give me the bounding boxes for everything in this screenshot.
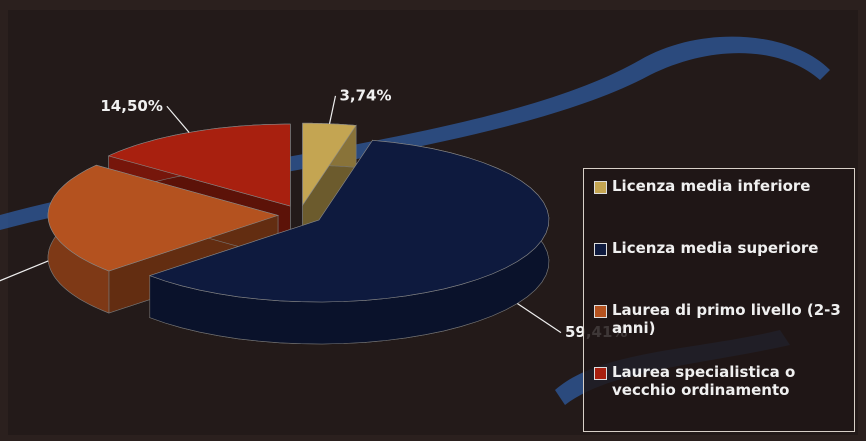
legend-label: Licenza media inferiore xyxy=(612,177,811,195)
legend-swatch xyxy=(594,367,607,380)
data-label: 14,50% xyxy=(100,97,162,115)
legend: Licenza media inferiore Licenza media sup… xyxy=(583,168,855,432)
data-label: 3,74% xyxy=(339,86,391,104)
legend-label: Laurea specialistica o vecchio ordinamen… xyxy=(612,363,796,399)
legend-label: Laurea di primo livello (2-3 anni) xyxy=(612,301,841,337)
legend-item: Licenza media superiore xyxy=(590,239,848,301)
legend-label: Licenza media superiore xyxy=(612,239,819,257)
leader-line xyxy=(0,260,49,282)
slice-top xyxy=(148,139,550,303)
leader-line xyxy=(166,105,190,133)
legend-item: Laurea di primo livello (2-3 anni) xyxy=(590,301,848,363)
legend-swatch xyxy=(594,181,607,194)
legend-item: Licenza media inferiore xyxy=(590,177,848,239)
leader-line xyxy=(328,95,337,124)
legend-swatch xyxy=(594,243,607,256)
legend-swatch xyxy=(594,305,607,318)
slice-top xyxy=(47,164,280,272)
leader-line xyxy=(517,303,562,334)
pie xyxy=(47,122,550,345)
legend-item: Laurea specialistica o vecchio ordinamen… xyxy=(590,363,848,425)
